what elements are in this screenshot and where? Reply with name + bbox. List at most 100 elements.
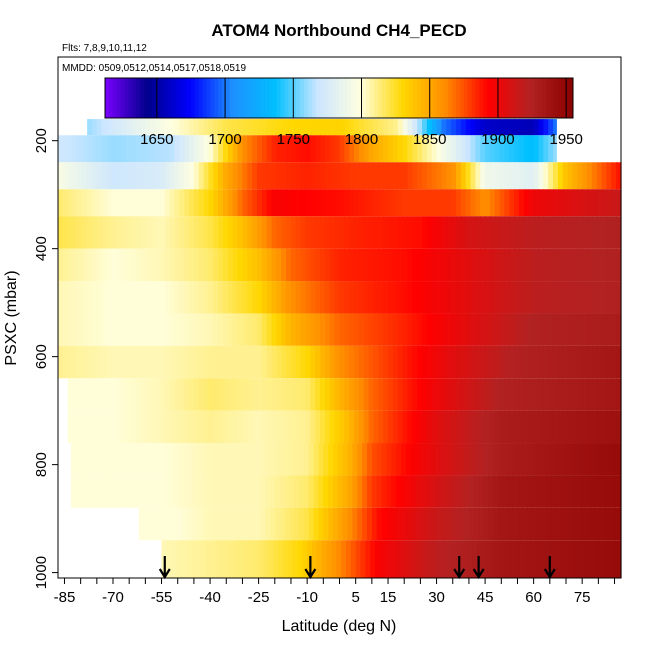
heat-cell (354, 410, 360, 444)
heat-cell (77, 189, 83, 217)
colorbar-segment (288, 78, 293, 118)
heat-cell (601, 189, 608, 217)
heat-cell (392, 119, 399, 136)
heat-cell (606, 216, 612, 249)
heat-cell (116, 248, 122, 282)
heat-cell (305, 281, 311, 314)
heat-cell (337, 475, 344, 508)
heat-cell (532, 507, 538, 541)
heat-cell (148, 507, 155, 541)
heat-cell (519, 281, 525, 314)
heat-cell (446, 281, 452, 314)
heat-cell (378, 378, 384, 411)
heat-cell (373, 378, 379, 411)
heat-cell (381, 475, 388, 508)
colorbar-segment (124, 78, 129, 118)
heat-cell (344, 189, 350, 217)
colorbar-segment (198, 78, 203, 118)
heat-cell (341, 540, 347, 578)
flight-arrows (158, 556, 556, 580)
heat-cell (543, 135, 549, 163)
heat-cell (533, 410, 540, 444)
heat-cell (208, 189, 214, 217)
heat-cell (334, 216, 341, 249)
heat-cell (253, 540, 260, 578)
heat-cell (310, 313, 316, 346)
heat-cell (67, 135, 74, 163)
heat-cell (334, 281, 341, 314)
heat-cell (82, 313, 88, 346)
heat-cell (140, 216, 146, 249)
heat-cell (95, 443, 101, 476)
heat-cell (422, 248, 428, 282)
heat-cell (546, 475, 553, 508)
heat-cell (517, 475, 523, 508)
heat-cell (567, 281, 574, 314)
heat-cell (538, 281, 544, 314)
heat-cell (67, 281, 74, 314)
heat-cell (499, 248, 506, 282)
heat-cell (543, 378, 549, 411)
heat-cell (145, 345, 151, 379)
heat-cell (169, 162, 176, 190)
heat-cell (470, 410, 476, 444)
heat-cell (101, 119, 108, 136)
heat-cell (329, 410, 336, 444)
heat-cell (412, 216, 418, 249)
heat-cell (193, 281, 200, 314)
colorbar-segment (268, 78, 274, 118)
heat-cell (114, 475, 121, 508)
heat-cell (155, 216, 161, 249)
heat-cell (485, 216, 491, 249)
heat-cell (174, 313, 180, 346)
heat-cell (339, 162, 345, 190)
colorbar-segment (210, 78, 215, 118)
heat-cell (354, 135, 360, 163)
heat-cell (392, 313, 399, 346)
heat-cell (82, 281, 88, 314)
heat-cell (116, 378, 122, 411)
heat-cell (310, 119, 316, 136)
heat-cell (383, 162, 389, 190)
colorbar-tick-label: 1650 (140, 131, 173, 148)
heat-cell (553, 281, 559, 314)
heat-cell (155, 378, 161, 411)
heat-cell (134, 475, 140, 508)
heat-cell (125, 345, 132, 379)
heat-cell (567, 378, 574, 411)
colorbar-tick-label: 1850 (413, 131, 446, 148)
heat-cell (485, 345, 491, 379)
heat-cell (577, 313, 583, 346)
heat-cell (153, 475, 159, 508)
heat-cell (242, 248, 248, 282)
heat-cell (150, 216, 156, 249)
heat-cell (208, 281, 214, 314)
colorbar-segment (537, 78, 543, 118)
heat-cell (315, 313, 321, 346)
heat-cell (295, 162, 302, 190)
heat-cell (218, 378, 224, 411)
heat-cell (407, 313, 413, 346)
heat-cell (326, 540, 333, 578)
heat-cell (145, 189, 151, 217)
heat-cell (163, 443, 169, 476)
heat-cell (462, 540, 468, 578)
heat-cell (310, 189, 316, 217)
heat-cell (163, 475, 169, 508)
heat-cell (148, 475, 155, 508)
heat-cell (422, 313, 428, 346)
heat-cell (158, 443, 164, 476)
heat-cell (436, 410, 443, 444)
heat-cell (286, 281, 292, 314)
heat-cell (290, 162, 297, 190)
colorbar-segment (491, 78, 496, 118)
heat-cell (87, 162, 93, 190)
heat-cell (349, 162, 355, 190)
heat-cell (290, 410, 297, 444)
colorbar-segment (518, 78, 523, 118)
heat-cell (582, 189, 588, 217)
heat-cell (465, 162, 472, 190)
heat-cell (616, 162, 622, 190)
heat-cell (601, 248, 608, 282)
heat-cell (101, 216, 108, 249)
